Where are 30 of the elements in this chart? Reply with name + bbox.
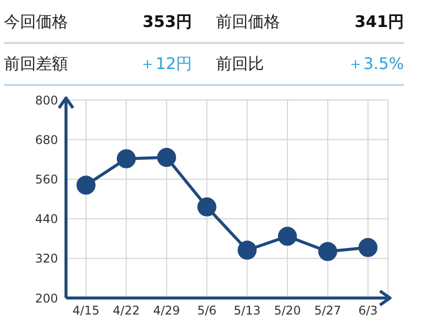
text: 353円 bbox=[142, 12, 192, 32]
x-tick-label: 4/29 bbox=[153, 304, 180, 318]
text: 今回価格 bbox=[4, 12, 68, 32]
text: 前回比 bbox=[216, 54, 264, 74]
point bbox=[278, 226, 297, 246]
y-tick-label: 320 bbox=[35, 252, 58, 266]
point bbox=[358, 238, 378, 258]
text: 341円 bbox=[354, 12, 404, 32]
x-tick-label: 5/6 bbox=[197, 304, 217, 318]
y-tick-label: 440 bbox=[35, 212, 58, 226]
point bbox=[238, 240, 257, 260]
y-tick-label: 560 bbox=[35, 172, 58, 186]
y-tick-label: 800 bbox=[35, 93, 58, 108]
x-tick-label: 5/27 bbox=[314, 304, 342, 318]
text: 前回価格 bbox=[216, 12, 280, 32]
x-tick-label: 6/3 bbox=[358, 304, 378, 318]
point bbox=[76, 176, 96, 195]
point bbox=[116, 149, 136, 168]
text: ＋3.5% bbox=[347, 54, 404, 74]
x-tick-label: 4/15 bbox=[72, 304, 100, 318]
x-tick-label: 5/13 bbox=[234, 304, 261, 318]
point bbox=[197, 197, 216, 216]
x-tick-label: 4/22 bbox=[112, 304, 140, 318]
y-tick-label: 200 bbox=[35, 291, 58, 306]
text: ＋12円 bbox=[140, 54, 192, 74]
text: 前回差額 bbox=[4, 54, 68, 74]
point bbox=[157, 148, 176, 167]
x-tick-label: 5/20 bbox=[274, 304, 301, 318]
y-tick-label: 680 bbox=[35, 132, 58, 147]
point bbox=[318, 242, 338, 261]
